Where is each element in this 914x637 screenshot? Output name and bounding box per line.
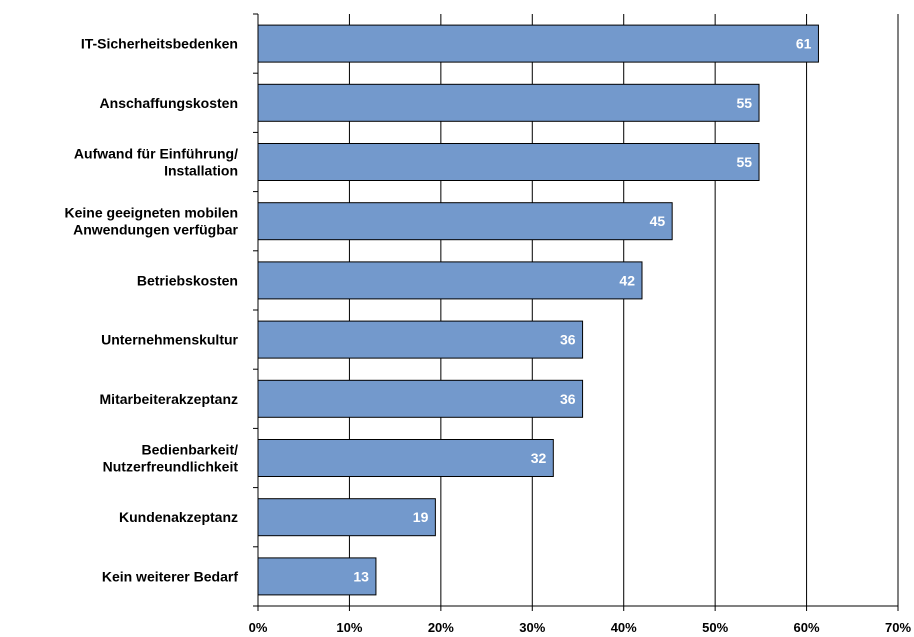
data-label-7: 32 bbox=[531, 450, 547, 466]
category-label-9: Kein weiterer Bedarf bbox=[102, 568, 238, 584]
data-label-4: 42 bbox=[619, 272, 635, 288]
bar-4 bbox=[257, 261, 643, 300]
data-label-9: 13 bbox=[353, 568, 369, 584]
category-label-3-line-0: Keine geeigneten mobilen bbox=[65, 205, 238, 221]
bar-7 bbox=[257, 439, 554, 477]
bars bbox=[257, 24, 819, 596]
category-label-6: Mitarbeiterakzeptanz bbox=[100, 391, 238, 407]
category-label-2-line-0: Aufwand für Einführung/ bbox=[74, 146, 238, 162]
x-tick-label-4: 40% bbox=[611, 620, 637, 635]
category-label-0: IT-Sicherheitsbedenken bbox=[81, 36, 238, 52]
data-label-2: 55 bbox=[736, 154, 752, 170]
data-label-1: 55 bbox=[736, 95, 752, 111]
bar-1 bbox=[257, 83, 760, 122]
x-tick-label-5: 50% bbox=[702, 620, 728, 635]
category-label-2-line-1: Installation bbox=[164, 163, 238, 179]
category-label-7-line-1: Nutzerfreundlichkeit bbox=[103, 459, 239, 475]
category-label-7-line-0: Bedienbarkeit/ bbox=[142, 442, 239, 458]
x-tick-label-3: 30% bbox=[519, 620, 545, 635]
bar-8 bbox=[257, 498, 436, 537]
data-label-0: 61 bbox=[796, 36, 812, 52]
x-tick-label-6: 60% bbox=[794, 620, 820, 635]
x-tick-label-2: 20% bbox=[428, 620, 454, 635]
data-label-8: 19 bbox=[413, 509, 429, 525]
bar-5 bbox=[257, 320, 584, 359]
category-label-4: Betriebskosten bbox=[137, 272, 238, 288]
category-label-8: Kundenakzeptanz bbox=[119, 509, 238, 525]
axes bbox=[253, 13, 899, 611]
category-label-3-line-1: Anwendungen verfügbar bbox=[73, 222, 238, 238]
bar-2 bbox=[257, 143, 760, 181]
bar-0 bbox=[257, 24, 819, 63]
data-label-3: 45 bbox=[650, 213, 666, 229]
x-tick-label-1: 10% bbox=[336, 620, 362, 635]
labels: 0% 10% 20% 30% 40% 50% 60% 70% 61 IT-Sicherheitsb… bbox=[65, 36, 912, 635]
category-label-5: Unternehmenskultur bbox=[101, 332, 238, 348]
x-tick-label-7: 70% bbox=[885, 620, 911, 635]
data-label-5: 36 bbox=[560, 332, 576, 348]
bar-6 bbox=[257, 379, 584, 418]
category-label-1: Anschaffungskosten bbox=[100, 95, 238, 111]
data-label-6: 36 bbox=[560, 391, 576, 407]
bar-3 bbox=[257, 202, 673, 241]
x-tick-label-0: 0% bbox=[249, 620, 268, 635]
